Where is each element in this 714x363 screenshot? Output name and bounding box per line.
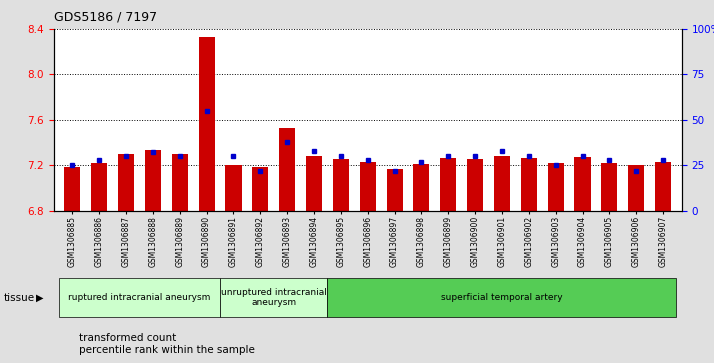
- Bar: [91, 163, 107, 211]
- Bar: [548, 163, 564, 211]
- Bar: [220, 278, 328, 317]
- Bar: [521, 158, 537, 211]
- Bar: [118, 154, 134, 211]
- Bar: [306, 156, 322, 211]
- Text: ▶: ▶: [36, 293, 44, 303]
- Bar: [601, 163, 618, 211]
- Bar: [655, 162, 671, 211]
- Text: percentile rank within the sample: percentile rank within the sample: [79, 345, 254, 355]
- Bar: [64, 167, 81, 211]
- Bar: [575, 157, 590, 211]
- Text: tissue: tissue: [4, 293, 35, 303]
- Bar: [198, 37, 215, 211]
- Bar: [628, 165, 644, 211]
- Bar: [145, 150, 161, 211]
- Bar: [171, 154, 188, 211]
- Bar: [328, 278, 676, 317]
- Text: GDS5186 / 7197: GDS5186 / 7197: [54, 11, 156, 24]
- Bar: [279, 128, 295, 211]
- Text: transformed count: transformed count: [79, 333, 176, 343]
- Bar: [226, 165, 241, 211]
- Bar: [413, 164, 429, 211]
- Bar: [386, 168, 403, 211]
- Bar: [467, 159, 483, 211]
- Text: ruptured intracranial aneurysm: ruptured intracranial aneurysm: [69, 293, 211, 302]
- Bar: [59, 278, 220, 317]
- Text: unruptured intracranial
aneurysm: unruptured intracranial aneurysm: [221, 288, 327, 307]
- Bar: [333, 159, 349, 211]
- Bar: [252, 167, 268, 211]
- Bar: [441, 158, 456, 211]
- Bar: [494, 156, 510, 211]
- Text: superficial temporal artery: superficial temporal artery: [441, 293, 563, 302]
- Bar: [360, 162, 376, 211]
